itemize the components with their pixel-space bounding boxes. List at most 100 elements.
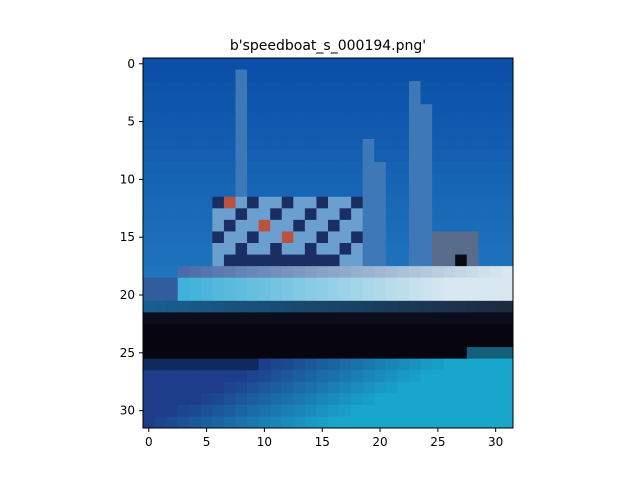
image-pixel: [362, 300, 375, 313]
image-pixel: [177, 81, 190, 94]
image-pixel: [455, 347, 468, 360]
image-pixel: [408, 162, 421, 175]
image-pixel: [397, 335, 410, 348]
image-pixel: [316, 312, 329, 325]
image-pixel: [420, 196, 433, 209]
image-pixel: [177, 289, 190, 302]
image-pixel: [281, 104, 294, 117]
image-pixel: [154, 323, 167, 336]
image-pixel: [235, 173, 248, 186]
image-pixel: [304, 219, 317, 232]
image-pixel: [443, 162, 456, 175]
image-pixel: [177, 219, 190, 232]
image-pixel: [420, 173, 433, 186]
image-pixel: [385, 323, 398, 336]
image-pixel: [478, 323, 491, 336]
image-pixel: [443, 173, 456, 186]
image-pixel: [143, 185, 155, 198]
image-pixel: [258, 277, 271, 290]
image-pixel: [143, 69, 155, 82]
image-pixel: [466, 231, 479, 244]
image-pixel: [408, 127, 421, 140]
image-pixel: [166, 358, 179, 371]
image-pixel: [304, 335, 317, 348]
image-pixel: [177, 69, 190, 82]
image-pixel: [443, 58, 456, 70]
image-pixel: [385, 92, 398, 105]
image-pixel: [351, 312, 364, 325]
image-pixel: [293, 58, 306, 70]
image-pixel: [166, 404, 179, 417]
image-pixel: [466, 289, 479, 302]
image-pixel: [143, 243, 155, 255]
image-pixel: [478, 115, 491, 128]
image-pixel: [432, 173, 445, 186]
image-pixel: [455, 416, 468, 429]
image-pixel: [374, 347, 387, 360]
image-pixel: [258, 150, 271, 163]
image-pixel: [420, 323, 433, 336]
image-pixel: [316, 162, 329, 175]
image-pixel: [258, 185, 271, 198]
image-pixel: [351, 231, 364, 244]
image-pixel: [408, 81, 421, 94]
image-pixel: [466, 370, 479, 383]
image-pixel: [328, 312, 340, 325]
image-pixel: [189, 323, 202, 336]
image-pixel: [304, 381, 317, 394]
image-pixel: [293, 208, 306, 221]
image-pixel: [177, 196, 190, 209]
image-pixel: [304, 162, 317, 175]
image-pixel: [443, 323, 456, 336]
image-pixel: [478, 127, 491, 140]
image-pixel: [235, 58, 248, 70]
image-pixel: [293, 416, 306, 429]
image-pixel: [189, 277, 202, 290]
image-pixel: [385, 231, 398, 244]
image-pixel: [478, 381, 491, 394]
image-pixel: [154, 162, 167, 175]
image-pixel: [339, 104, 352, 117]
image-pixel: [443, 347, 456, 360]
image-pixel: [351, 162, 364, 175]
image-pixel: [443, 208, 456, 221]
image-pixel: [235, 312, 248, 325]
image-pixel: [166, 92, 179, 105]
image-pixel: [235, 358, 248, 371]
image-pixel: [374, 300, 387, 313]
image-pixel: [235, 162, 248, 175]
image-pixel: [374, 370, 387, 383]
image-pixel: [177, 416, 190, 429]
image-pixel: [270, 312, 283, 325]
image-pixel: [328, 58, 340, 70]
image-pixel: [166, 150, 179, 163]
image-pixel: [316, 404, 329, 417]
image-pixel: [501, 58, 514, 70]
image-pixel: [374, 185, 387, 198]
image-pixel: [270, 323, 283, 336]
image-pixel: [235, 92, 248, 105]
image-pixel: [166, 335, 179, 348]
image-pixel: [351, 150, 364, 163]
image-pixel: [247, 289, 260, 302]
image-pixel: [316, 196, 329, 209]
image-pixel: [293, 381, 306, 394]
image-pixel: [466, 335, 479, 348]
image-pixel: [200, 231, 213, 244]
image-pixel: [212, 416, 225, 429]
image-pixel: [362, 347, 375, 360]
image-pixel: [270, 381, 283, 394]
image-pixel: [478, 208, 491, 221]
image-pixel: [455, 185, 468, 198]
image-pixel: [212, 335, 225, 348]
image-pixel: [177, 231, 190, 244]
image-pixel: [189, 347, 202, 360]
image-pixel: [293, 104, 306, 117]
image-pixel: [154, 138, 167, 151]
image-pixel: [420, 404, 433, 417]
image-pixel: [223, 138, 236, 151]
image-pixel: [339, 347, 352, 360]
image-pixel: [212, 266, 225, 279]
image-pixel: [397, 347, 410, 360]
image-pixel: [200, 323, 213, 336]
